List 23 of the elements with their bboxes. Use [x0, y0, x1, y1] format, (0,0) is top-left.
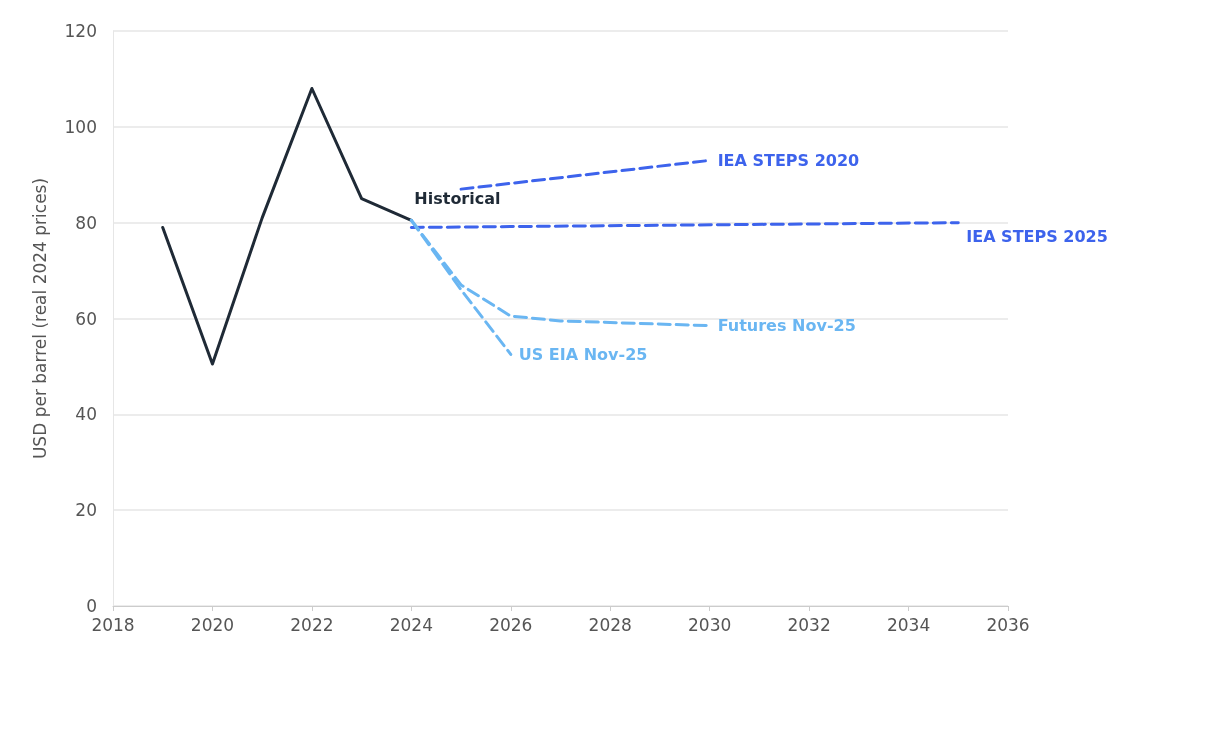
x-tick-label: 2028 — [588, 614, 632, 635]
y-tick-label: 120 — [64, 21, 97, 41]
x-tick-label: 2020 — [190, 614, 235, 635]
series-label: IEA STEPS 2025 — [966, 227, 1108, 247]
series-label: US EIA Nov-25 — [518, 344, 648, 364]
series-label: Futures Nov-25 — [717, 316, 856, 336]
x-tick-label: 2026 — [489, 614, 533, 635]
x-tick-label: 2022 — [290, 614, 334, 635]
x-tick-label: 2024 — [389, 614, 433, 635]
y-tick-label: 80 — [75, 212, 97, 233]
y-tick-label: 60 — [75, 308, 97, 329]
y-tick-label: 20 — [75, 500, 97, 521]
x-tick-label: 2018 — [91, 614, 135, 635]
x-tick-label: 2032 — [787, 614, 831, 635]
x-tick-label: 2030 — [688, 614, 732, 635]
series-label: IEA STEPS 2020 — [717, 150, 860, 170]
series-label: Historical — [414, 188, 501, 208]
y-tick-label: 40 — [75, 404, 97, 425]
x-tick-label: 2034 — [886, 614, 931, 635]
y-tick-label: 0 — [86, 596, 97, 616]
y-tick-label: 100 — [64, 116, 97, 137]
x-tick-label: 2036 — [986, 614, 1030, 635]
y-axis-title: USD per barrel (real 2024 prices) — [29, 177, 50, 460]
